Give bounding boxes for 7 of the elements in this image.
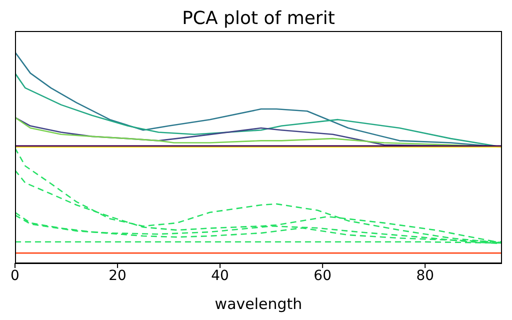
x-tick-label: 20 bbox=[108, 268, 126, 284]
chart-title: PCA plot of merit bbox=[181, 8, 336, 30]
x-tick-label: 80 bbox=[416, 268, 434, 284]
x-axis-title: wavelength bbox=[214, 295, 302, 313]
x-tick-label: 0 bbox=[10, 268, 20, 284]
x-tick-label: 60 bbox=[314, 268, 332, 284]
x-tick-label: 40 bbox=[211, 268, 229, 284]
